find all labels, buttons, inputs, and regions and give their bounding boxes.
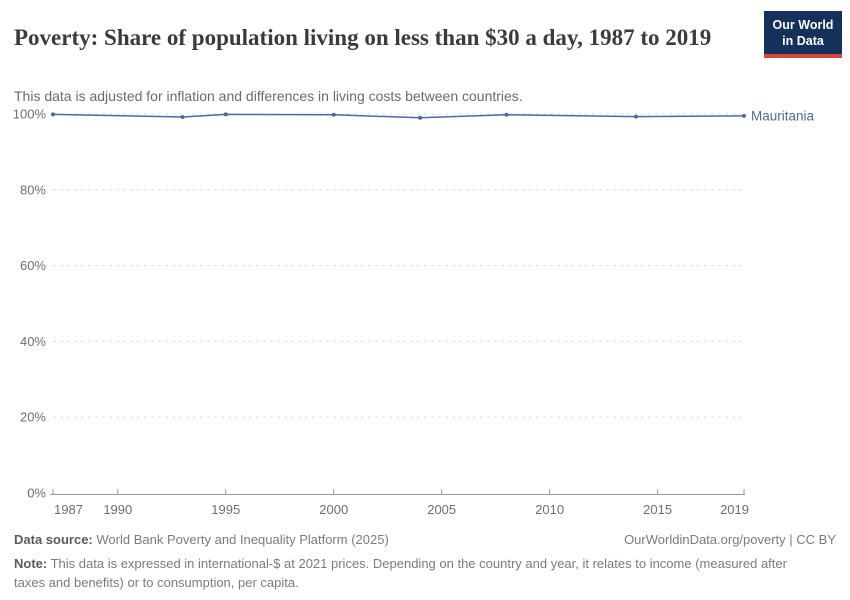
y-tick-label: 80% (20, 182, 46, 197)
credit-line: OurWorldinData.org/poverty | CC BY (624, 532, 836, 547)
data-point[interactable] (634, 114, 639, 119)
x-tick-label: 1995 (211, 502, 240, 517)
data-point[interactable] (742, 113, 746, 118)
note-line: Note: This data is expressed in internat… (14, 555, 820, 593)
data-source-label: Data source: (14, 532, 93, 547)
data-point[interactable] (51, 112, 55, 117)
data-point[interactable] (331, 112, 336, 117)
chart-subtitle: This data is adjusted for inflation and … (14, 88, 523, 104)
note-text: This data is expressed in international-… (14, 555, 787, 590)
data-source-text: World Bank Poverty and Inequality Platfo… (96, 532, 389, 547)
owid-logo-line2: in Data (782, 33, 824, 48)
series-line (52, 113, 745, 119)
data-point[interactable] (418, 115, 423, 120)
x-tick-label: 2005 (427, 502, 456, 517)
x-tick-label: 1990 (103, 502, 132, 517)
owid-logo-line1: Our World (772, 18, 834, 32)
y-tick-label: 60% (20, 258, 46, 273)
data-point[interactable] (180, 115, 185, 120)
y-tick-label: 0% (27, 486, 46, 501)
entity-label[interactable]: Mauritania (751, 108, 815, 123)
x-tick-label: 2010 (535, 502, 564, 517)
x-tick-label: 2019 (720, 502, 749, 517)
data-point[interactable] (504, 112, 509, 117)
data-point[interactable] (223, 112, 228, 117)
y-tick-label: 40% (20, 334, 46, 349)
y-tick-label: 100% (13, 107, 47, 122)
x-tick-label: 2000 (319, 502, 348, 517)
owid-logo: Our World in Data (764, 11, 842, 59)
chart-title: Poverty: Share of population living on l… (14, 25, 712, 51)
x-tick-label: 1987 (54, 502, 83, 517)
chart-footer: Data source: World Bank Poverty and Ineq… (14, 531, 836, 593)
y-tick-label: 20% (20, 410, 46, 425)
line-chart-canvas[interactable]: 0% 20% 40% 60% 80% 100% 1987 1990 1995 2000 2005 20… (0, 95, 850, 525)
x-tick-label: 2015 (643, 502, 672, 517)
note-label: Note: (14, 555, 48, 571)
data-source-line: Data source: World Bank Poverty and Ineq… (14, 531, 389, 550)
